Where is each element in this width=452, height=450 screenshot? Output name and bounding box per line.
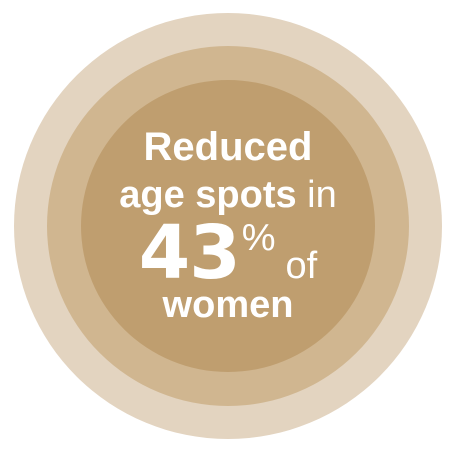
badge-age-spots-text: age spots [119,173,297,216]
badge-in-text: in [296,173,337,216]
stat-badge-text: Reduced age spots in 43 % of women [81,80,375,372]
stat-unit: % [241,216,276,259]
badge-line-age-spots: age spots in [119,176,337,214]
stat-value: 43 [138,209,241,296]
inner-circle [81,80,375,372]
badge-line-reduced: Reduced [143,124,313,169]
badge-line-women: women [162,283,294,326]
badge-line-stat: 43 % of [139,216,317,290]
badge-of-text: of [285,244,318,287]
